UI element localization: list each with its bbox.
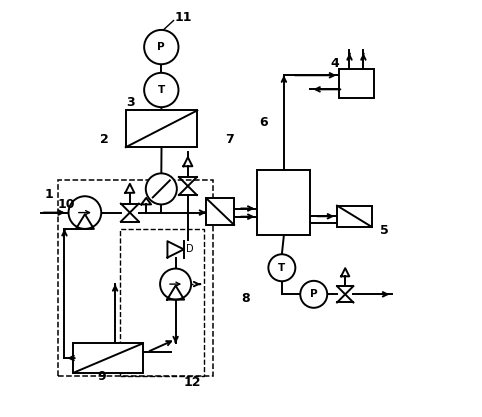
Bar [73,343,143,373]
Text: 7: 7 [226,133,234,146]
Text: 5: 5 [380,224,388,237]
Bar [339,69,374,98]
Bar [206,198,234,225]
Text: 4: 4 [331,57,340,70]
Text: 10: 10 [58,198,75,211]
Text: 6: 6 [259,116,268,129]
Text: P: P [310,289,318,299]
Text: T: T [158,85,165,95]
Circle shape [268,254,295,281]
Bar [257,170,310,235]
Bar [120,229,204,376]
Circle shape [300,281,327,308]
Text: D: D [186,244,194,254]
Text: 1: 1 [45,188,54,201]
Text: 12: 12 [184,376,201,389]
Text: P: P [158,42,165,52]
Text: T: T [278,263,285,273]
Bar [58,180,213,376]
Bar [126,111,197,147]
Text: 3: 3 [126,96,134,109]
Text: 8: 8 [241,292,250,305]
Text: 11: 11 [175,11,192,24]
Bar [337,206,372,227]
Text: 9: 9 [97,370,106,383]
Circle shape [146,173,177,204]
Circle shape [144,73,178,107]
Circle shape [144,30,178,64]
Circle shape [68,196,101,229]
Circle shape [160,269,191,300]
Text: 2: 2 [100,133,109,146]
